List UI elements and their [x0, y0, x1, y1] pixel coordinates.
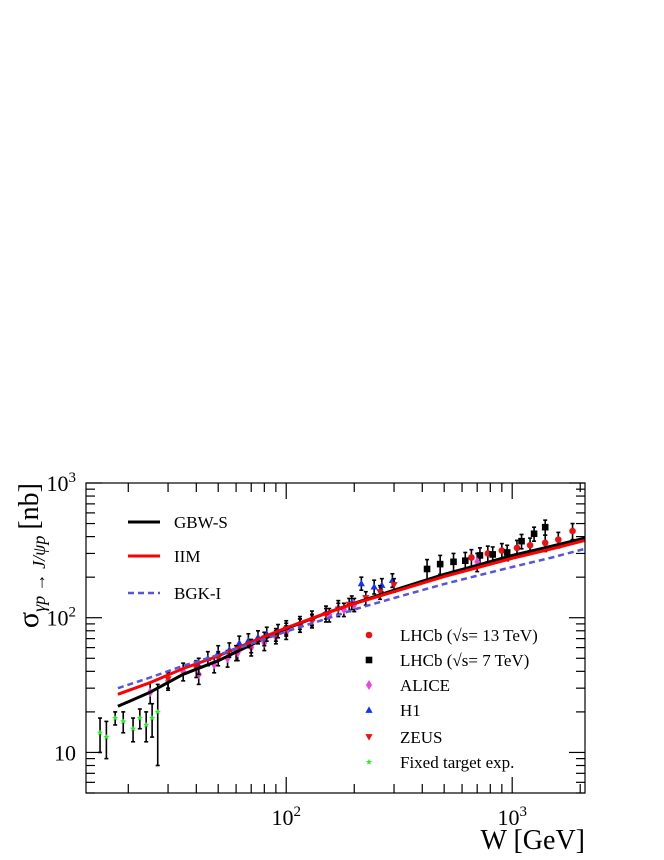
- data-point: [513, 544, 521, 552]
- data-point: [526, 541, 534, 549]
- data-point: [555, 536, 562, 543]
- data-point: [476, 552, 484, 559]
- legend-marker-swatch: [365, 706, 373, 713]
- y-axis-title: σγp → J/ψp[nb]: [12, 483, 49, 628]
- data-point: [164, 676, 172, 683]
- data-point: [450, 558, 457, 566]
- data-point: [136, 714, 143, 721]
- x-tick-label: 102: [271, 804, 301, 830]
- data-point: [468, 554, 475, 561]
- data-point: [530, 530, 538, 538]
- data-point: [388, 576, 396, 584]
- legend-line-label: GBW-S: [174, 513, 228, 532]
- data-point: [154, 708, 161, 715]
- data-point: [541, 523, 549, 531]
- y-tick-label: 102: [47, 605, 77, 631]
- x-axis-title: W [GeV]: [481, 825, 585, 856]
- data-point: [503, 549, 511, 556]
- data-point: [423, 565, 431, 573]
- curve-iim: [117, 538, 586, 696]
- data-point: [357, 579, 365, 587]
- frame-layer: [85, 482, 586, 794]
- data-point: [149, 714, 156, 721]
- legend-marker-label: ALICE: [400, 676, 450, 695]
- series-5: [97, 683, 161, 767]
- data-point: [103, 733, 110, 740]
- legend-marker-label: H1: [400, 701, 421, 720]
- legend-marker-label: ZEUS: [400, 728, 443, 747]
- legend-marker-swatch: [365, 734, 373, 741]
- y-tick-label: 103: [47, 470, 77, 496]
- curve-bgk-i: [117, 547, 586, 690]
- x-tick-label: 103: [497, 804, 527, 830]
- data-point: [235, 639, 243, 646]
- legend-layer: GBW-S IIM BGK-I LHCb (√s= 13 TeV) LHCb (√s= …: [128, 513, 538, 772]
- data-point: [461, 557, 469, 565]
- legend-line-label: IIM: [174, 547, 200, 566]
- legend-marker-label: LHCb (√s= 13 TeV): [400, 626, 538, 645]
- data-point: [120, 718, 127, 724]
- data-point: [97, 729, 104, 736]
- y-tick-label: 10: [54, 740, 76, 765]
- data-point: [436, 560, 444, 568]
- data-point: [541, 539, 549, 547]
- legend-marker-label: LHCb (√s= 7 TeV): [400, 651, 529, 670]
- data-point: [390, 582, 398, 589]
- data-point: [376, 589, 384, 596]
- data-point: [569, 527, 576, 535]
- data-point: [112, 714, 119, 721]
- data-point: [143, 721, 150, 728]
- legend-marker-swatch: [365, 656, 373, 664]
- data-layer: [97, 519, 586, 767]
- data-point: [518, 537, 525, 545]
- legend-marker-swatch: [365, 758, 373, 765]
- data-point: [498, 547, 506, 554]
- data-point: [130, 725, 137, 732]
- legend-marker-swatch: [365, 631, 373, 639]
- data-point: [370, 583, 378, 590]
- legend-marker-label: Fixed target exp.: [400, 753, 514, 772]
- data-point: [489, 551, 497, 558]
- legend-marker-swatch: [366, 680, 372, 690]
- legend-line-label: BGK-I: [174, 584, 222, 603]
